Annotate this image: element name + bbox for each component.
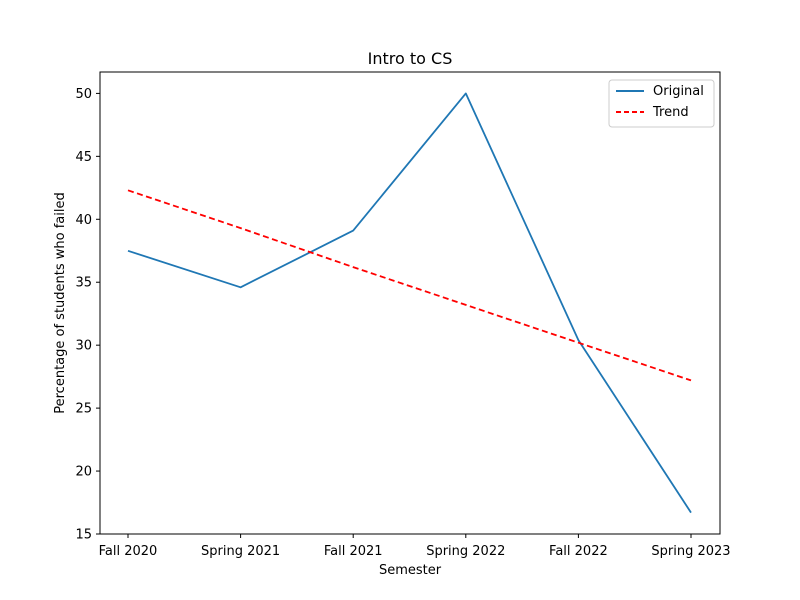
series-line-trend	[127, 189, 692, 382]
x-tick-label: Fall 2022	[549, 544, 608, 559]
y-tick-label: 50	[75, 87, 92, 102]
y-axis-label: Percentage of students who failed	[53, 192, 68, 414]
x-tick-label: Spring 2022	[426, 544, 505, 559]
x-axis-ticks: Fall 2020 Spring 2021 Fall 2021 Spring 2022…	[99, 534, 731, 559]
y-tick-label: 20	[75, 465, 92, 480]
y-axis-ticks: 15 20 25 30 35 40 45 50	[75, 87, 100, 543]
y-tick-label: 45	[75, 150, 92, 165]
y-tick-label: 30	[75, 339, 92, 354]
plot-frame	[99, 71, 721, 535]
x-tick-label: Fall 2020	[99, 544, 158, 559]
legend-label-original: Original	[653, 84, 704, 99]
x-tick-label: Spring 2021	[201, 544, 280, 559]
x-tick-label: Spring 2023	[651, 544, 730, 559]
y-tick-label: 25	[75, 402, 92, 417]
y-tick-label: 35	[75, 276, 92, 291]
y-tick-label: 40	[75, 213, 92, 228]
series-layer	[127, 92, 692, 514]
legend: Original Trend	[608, 79, 715, 128]
x-axis-label: Semester	[379, 563, 442, 578]
chart-title: Intro to CS	[368, 49, 453, 68]
legend-label-trend: Trend	[652, 105, 689, 120]
y-tick-label: 15	[75, 528, 92, 543]
series-line-original	[127, 92, 692, 514]
x-tick-label: Fall 2021	[324, 544, 383, 559]
